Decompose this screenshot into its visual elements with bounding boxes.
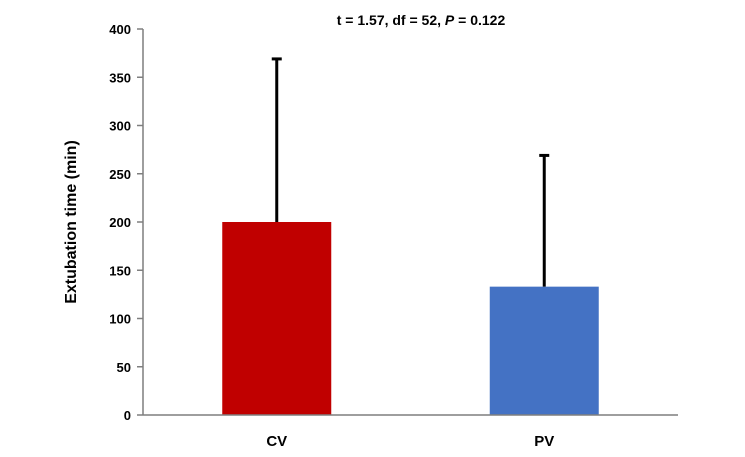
y-tick-label: 100 xyxy=(109,312,131,327)
y-tick-label: 50 xyxy=(117,360,131,375)
bars-group xyxy=(222,222,599,415)
y-tick-label: 400 xyxy=(109,22,131,37)
x-category-label: PV xyxy=(534,433,554,450)
stat-annotation-prefix: t = 1.57, df = 52, xyxy=(337,12,445,28)
bar-pv xyxy=(489,286,599,415)
y-tick-label: 150 xyxy=(109,263,131,278)
y-tick-label: 250 xyxy=(109,167,131,182)
y-tick-label: 300 xyxy=(109,119,131,134)
y-axis-title: Extubation time (min) xyxy=(63,140,80,304)
y-tick-label: 200 xyxy=(109,215,131,230)
x-labels-group: CV PV xyxy=(266,433,554,450)
stat-annotation: t = 1.57, df = 52, P = 0.122 xyxy=(337,12,506,28)
y-ticks-group: 0 50 100 150 200 250 300 350 400 xyxy=(109,22,143,423)
error-bars-group xyxy=(271,57,550,287)
y-tick-label: 0 xyxy=(124,408,131,423)
bar-cv xyxy=(222,222,332,415)
stat-annotation-p: P xyxy=(445,12,455,28)
x-category-label: CV xyxy=(266,433,287,450)
stat-annotation-suffix: = 0.122 xyxy=(454,12,505,28)
y-tick-label: 350 xyxy=(109,70,131,85)
